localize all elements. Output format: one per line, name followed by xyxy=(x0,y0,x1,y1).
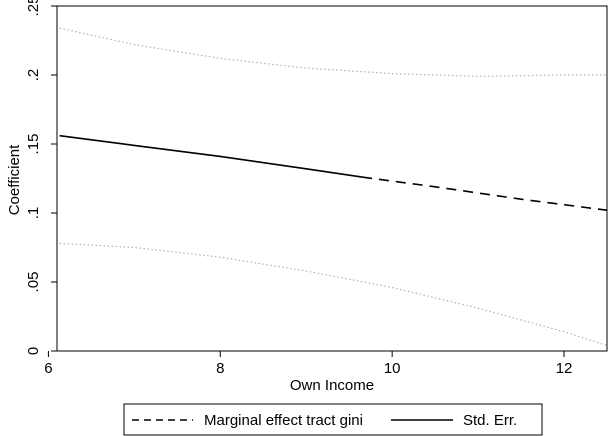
legend-label-std-err: Std. Err. xyxy=(463,412,517,429)
series-line-dashed-1 xyxy=(361,176,608,211)
axes: 6 8 10 12 0 .05 .1 .15 .2 .25 xyxy=(25,0,608,377)
legend: Marginal effect tract gini Std. Err. xyxy=(123,403,543,436)
y-tick-label-4: .2 xyxy=(25,69,42,82)
series-line-dotted-3 xyxy=(59,242,608,347)
y-tick-label-2: .1 xyxy=(25,207,42,220)
plot-area xyxy=(59,27,608,347)
legend-label-marginal-effect: Marginal effect tract gini xyxy=(204,412,363,429)
x-tick-label-2: 10 xyxy=(384,360,401,377)
x-tick-label-3: 12 xyxy=(556,360,573,377)
series-line-solid-0 xyxy=(59,134,363,178)
x-tick-label-0: 6 xyxy=(44,360,52,377)
y-tick-label-5: .25 xyxy=(25,0,42,16)
x-axis-title: Own Income xyxy=(290,377,374,394)
y-axis-title: Coefficient xyxy=(6,144,23,215)
y-tick-label-3: .15 xyxy=(25,134,42,155)
y-tick-label-1: .05 xyxy=(25,272,42,293)
x-tick-label-1: 8 xyxy=(216,360,224,377)
y-tick-label-0: 0 xyxy=(25,347,42,355)
legend-box xyxy=(123,403,543,436)
series-line-dotted-2 xyxy=(59,27,607,78)
plot-frame xyxy=(56,5,608,352)
